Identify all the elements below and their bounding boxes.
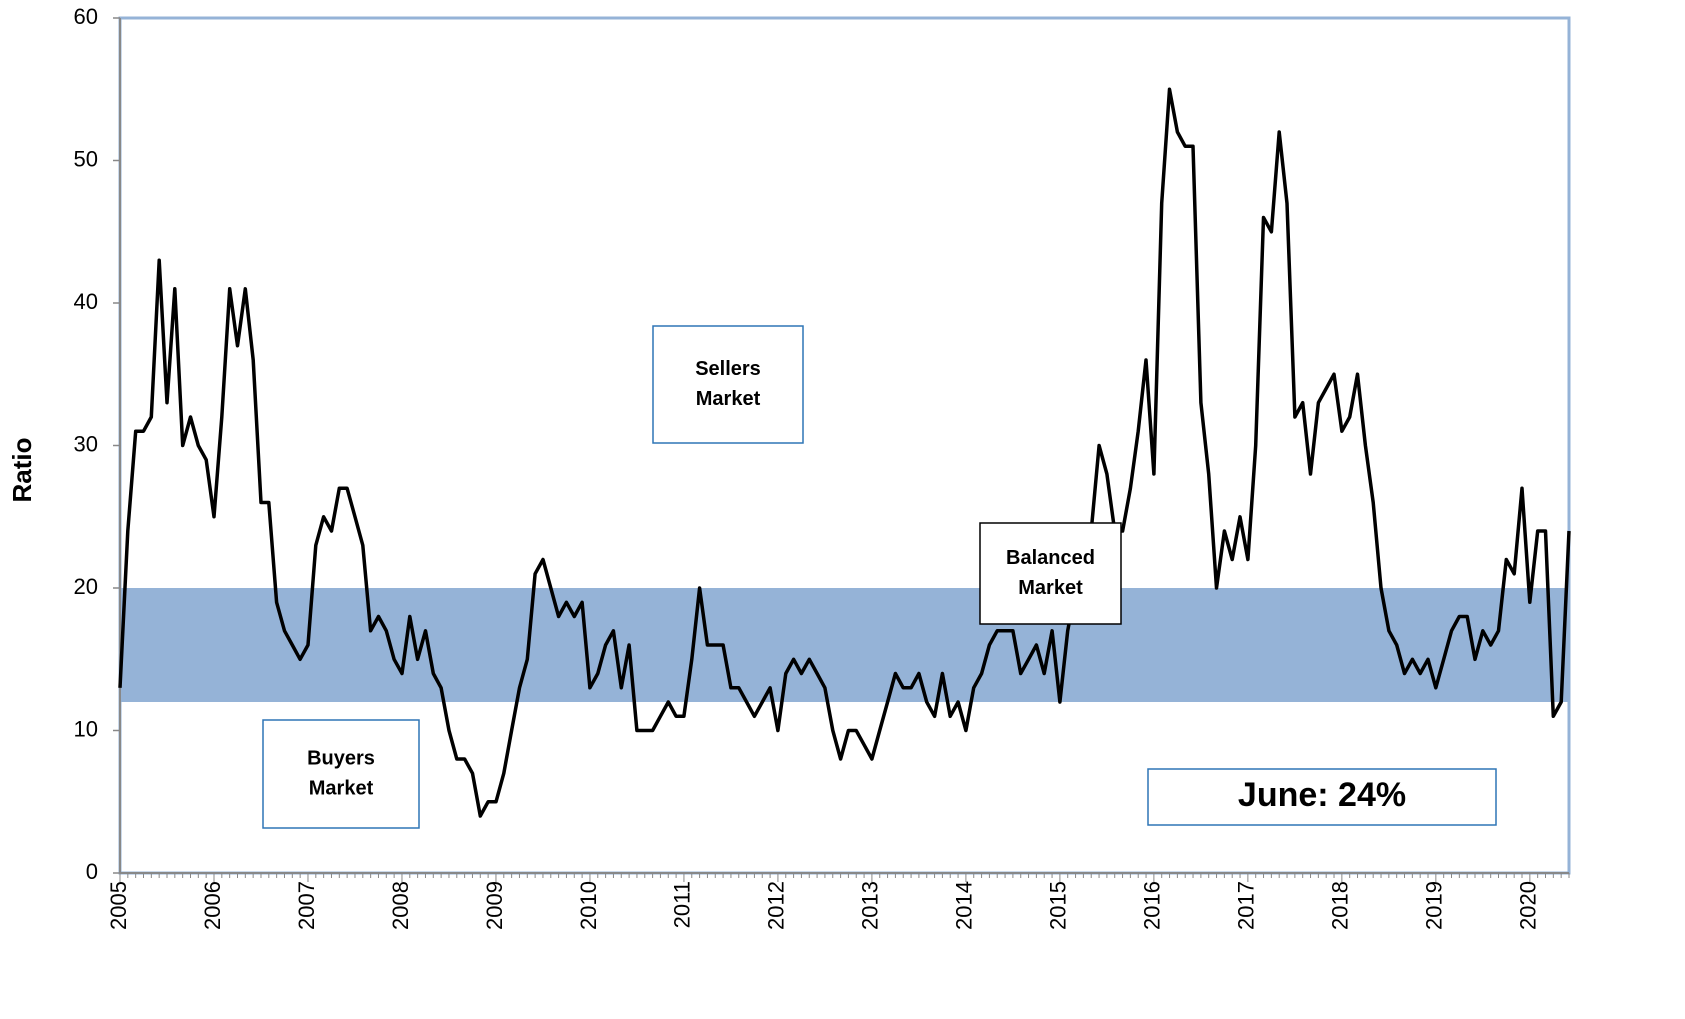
x-tick-label: 2007 — [294, 881, 319, 930]
annotation-text: June: 24% — [1238, 776, 1406, 814]
annotation-box — [979, 522, 1122, 625]
ratio-line — [118, 87, 1571, 818]
y-axis-label: Ratio — [7, 438, 37, 503]
x-tick-label: 2013 — [858, 881, 883, 930]
x-tick-label: 2010 — [576, 881, 601, 930]
y-tick-label: 0 — [86, 859, 98, 884]
x-tick-label: 2017 — [1234, 881, 1259, 930]
y-tick-label: 50 — [74, 146, 98, 171]
annotation-text: Market — [696, 388, 761, 410]
y-tick-label: 10 — [74, 716, 98, 741]
annotation-text: Balanced — [1006, 547, 1095, 569]
x-tick-label: 2020 — [1516, 881, 1541, 930]
annotation-box — [1147, 768, 1497, 826]
annotation-text: Buyers — [307, 747, 375, 769]
annotation-box — [652, 325, 804, 444]
x-tick-label: 2019 — [1422, 881, 1447, 930]
balanced-band — [120, 588, 1569, 702]
y-tick-label: 20 — [74, 574, 98, 599]
x-tick-label: 2018 — [1328, 881, 1353, 930]
x-tick-label: 2008 — [388, 881, 413, 930]
annotation-text: Market — [1018, 577, 1083, 599]
x-tick-label: 2014 — [952, 881, 977, 930]
x-tick-label: 2011 — [670, 881, 695, 928]
x-tick-label: 2006 — [200, 881, 225, 930]
x-tick-label: 2009 — [482, 881, 507, 930]
annotation-text: Sellers — [695, 358, 761, 380]
x-tick-label: 2012 — [764, 881, 789, 930]
x-tick-label: 2016 — [1140, 881, 1165, 930]
x-tick-label: 2015 — [1046, 881, 1071, 930]
annotation-text: Market — [309, 777, 374, 799]
y-tick-label: 60 — [74, 4, 98, 29]
y-tick-label: 40 — [74, 289, 98, 314]
x-tick-label: 2005 — [106, 881, 131, 930]
y-tick-label: 30 — [74, 431, 98, 456]
annotation-box — [262, 719, 420, 829]
